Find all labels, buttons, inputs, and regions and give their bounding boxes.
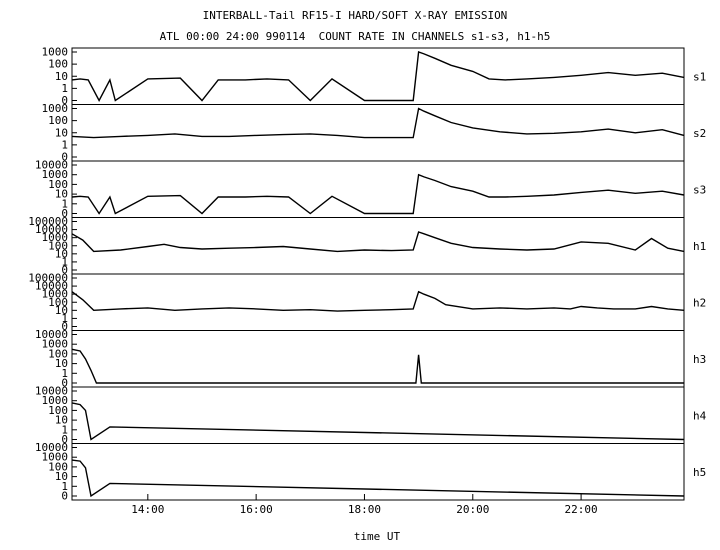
y-tick-label: 100 [48,460,68,473]
y-tick-label: 100 [48,58,68,71]
panel-frame [71,217,685,275]
y-tick-label: 1000 [42,394,69,407]
series-line-s3 [71,173,685,215]
y-tick-label: 100 [48,178,68,191]
y-tick-label: 0 [61,264,68,277]
series-line-h4 [71,402,685,441]
series-line-h3 [71,348,684,384]
y-tick-label: 100 [48,347,68,360]
series-line-s2 [71,107,685,139]
y-tick-label: 1000 [42,102,69,115]
channel-label-s1: s1 [693,70,706,83]
y-tick-label: 1000 [42,231,69,244]
y-tick-label: 100 [48,114,68,127]
x-tick-label: 22:00 [565,503,598,516]
y-tick-label: 0 [61,490,68,503]
y-tick-label: 10 [55,188,68,201]
y-tick-label: 10000 [35,385,68,398]
x-axis: 14:00 16:00 18:00 20:00 22:00 [131,494,598,516]
y-tick-label: 100 [48,239,68,252]
channel-label-h1: h1 [693,240,706,253]
y-tick-label: 1 [61,255,68,268]
channel-label-s3: s3 [693,183,706,196]
y-tick-label: 10000 [35,223,68,236]
channel-label-h2: h2 [693,296,706,309]
y-tick-label: 10000 [35,441,68,454]
channel-label-h5: h5 [693,466,706,479]
x-axis-label: time UT [354,530,401,543]
y-tick-label: 1 [61,423,68,436]
y-tick-label: 1000 [42,168,69,181]
y-tick-label: 1 [61,312,68,325]
panel-frame [71,47,685,105]
series-line-s1 [71,51,685,103]
y-tick-label: 0 [61,377,68,390]
y-tick-label: 10 [55,126,68,139]
y-tick-label: 1 [61,367,68,380]
y-tick-label: 1000 [42,288,69,301]
y-tick-label: 1 [61,480,68,493]
channel-label-s2: s2 [693,127,706,140]
x-tick-label: 18:00 [348,503,381,516]
chart-title: INTERBALL-Tail RF15-I HARD/SOFT X-RAY EM… [202,9,508,22]
panels-group: 10001001010s110001001010s210000100010010… [28,46,706,503]
y-tick-label: 0 [61,151,68,164]
y-tick-label: 10000 [35,159,68,172]
y-tick-label: 0 [61,433,68,446]
chart-subtitle: ATL 00:00 24:00 990114 COUNT RATE IN CHA… [159,30,551,43]
panel-frame [71,273,685,331]
series-line-h2 [71,290,685,312]
y-tick-label: 1000 [42,451,69,464]
y-tick-label: 10 [55,304,68,317]
channel-label-h4: h4 [693,409,707,422]
y-tick-label: 1 [61,82,68,95]
y-tick-label: 10 [55,247,68,260]
panel-frame [71,330,685,388]
y-tick-label: 10 [55,414,68,427]
y-tick-label: 0 [61,320,68,333]
y-tick-label: 100 [48,404,68,417]
y-tick-label: 10000 [35,328,68,341]
y-tick-label: 10 [55,357,68,370]
panel-frame [71,104,685,162]
panel-frame [71,386,685,444]
panel-frame [71,160,685,218]
panel-frame [71,443,685,501]
y-tick-label: 10 [55,470,68,483]
x-tick-label: 14:00 [131,503,164,516]
series-line-h5 [71,459,685,498]
y-tick-label: 0 [61,207,68,220]
channel-label-h3: h3 [693,353,706,366]
y-tick-label: 100000 [28,272,68,285]
y-tick-label: 10000 [35,280,68,293]
y-tick-label: 1000 [42,46,69,59]
y-tick-label: 100 [48,296,68,309]
series-line-h1 [71,231,685,253]
y-tick-label: 0 [61,94,68,107]
y-tick-label: 100000 [28,215,68,228]
y-tick-label: 1 [61,197,68,210]
x-tick-label: 20:00 [456,503,489,516]
x-tick-label: 16:00 [240,503,273,516]
y-tick-label: 1 [61,138,68,151]
y-tick-label: 1000 [42,338,69,351]
y-tick-label: 10 [55,70,68,83]
